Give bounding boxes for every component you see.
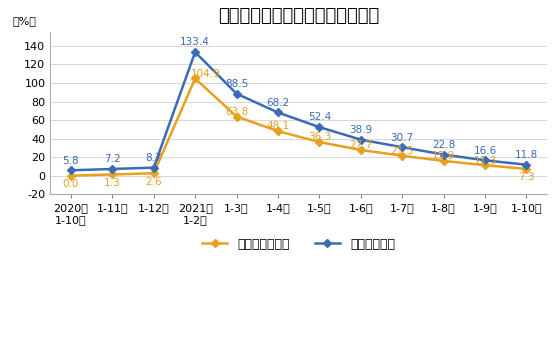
Text: 38.9: 38.9 bbox=[349, 125, 372, 135]
商品房销售额 bbox=[481, 158, 488, 162]
商品房销售额 bbox=[68, 168, 74, 172]
Text: 2.6: 2.6 bbox=[145, 176, 162, 187]
商品房销售额 bbox=[109, 167, 116, 171]
Text: 15.9: 15.9 bbox=[432, 151, 455, 161]
商品房销售面积 bbox=[523, 167, 530, 171]
Text: 16.6: 16.6 bbox=[473, 146, 496, 156]
商品房销售面积 bbox=[316, 140, 322, 144]
商品房销售额 bbox=[523, 163, 530, 167]
商品房销售面积 bbox=[192, 76, 198, 80]
商品房销售面积 bbox=[399, 154, 406, 158]
Title: 全国商品房销售面积及销售额增速: 全国商品房销售面积及销售额增速 bbox=[218, 7, 379, 25]
商品房销售额 bbox=[399, 145, 406, 149]
Line: 商品房销售面积: 商品房销售面积 bbox=[68, 76, 529, 178]
Text: 27.7: 27.7 bbox=[349, 140, 372, 150]
Text: 36.3: 36.3 bbox=[307, 132, 331, 142]
商品房销售额 bbox=[357, 138, 364, 142]
商品房销售额 bbox=[316, 125, 322, 129]
Text: 30.7: 30.7 bbox=[391, 132, 414, 143]
Line: 商品房销售额: 商品房销售额 bbox=[68, 49, 529, 173]
商品房销售额 bbox=[192, 50, 198, 54]
Text: 7.3: 7.3 bbox=[518, 172, 535, 182]
商品房销售面积 bbox=[357, 148, 364, 152]
Text: 88.5: 88.5 bbox=[225, 79, 248, 89]
Text: 21.5: 21.5 bbox=[391, 146, 414, 156]
商品房销售面积 bbox=[150, 171, 157, 175]
Text: 1.3: 1.3 bbox=[104, 178, 121, 188]
Legend: 商品房销售面积, 商品房销售额: 商品房销售面积, 商品房销售额 bbox=[197, 233, 400, 256]
商品房销售面积 bbox=[440, 159, 447, 163]
Text: 11.8: 11.8 bbox=[515, 150, 538, 160]
Text: 5.8: 5.8 bbox=[63, 156, 79, 166]
Text: 7.2: 7.2 bbox=[104, 154, 121, 164]
商品房销售面积 bbox=[481, 163, 488, 167]
Text: 8.7: 8.7 bbox=[145, 153, 162, 163]
Text: 0.0: 0.0 bbox=[63, 179, 79, 189]
商品房销售面积 bbox=[233, 115, 240, 119]
商品房销售额 bbox=[275, 111, 281, 115]
商品房销售面积 bbox=[109, 172, 116, 176]
商品房销售额 bbox=[233, 92, 240, 96]
Text: 63.8: 63.8 bbox=[225, 107, 248, 117]
Text: 48.1: 48.1 bbox=[266, 121, 290, 131]
商品房销售额 bbox=[440, 152, 447, 156]
Text: 11.3: 11.3 bbox=[473, 155, 496, 166]
商品房销售额 bbox=[150, 166, 157, 170]
Text: 68.2: 68.2 bbox=[266, 98, 290, 108]
商品房销售面积 bbox=[275, 129, 281, 133]
商品房销售面积 bbox=[68, 174, 74, 178]
Text: 22.8: 22.8 bbox=[432, 140, 455, 150]
Text: （%）: （%） bbox=[13, 16, 37, 26]
Text: 133.4: 133.4 bbox=[180, 37, 210, 47]
Text: 104.9: 104.9 bbox=[191, 69, 220, 79]
Text: 52.4: 52.4 bbox=[307, 113, 331, 122]
